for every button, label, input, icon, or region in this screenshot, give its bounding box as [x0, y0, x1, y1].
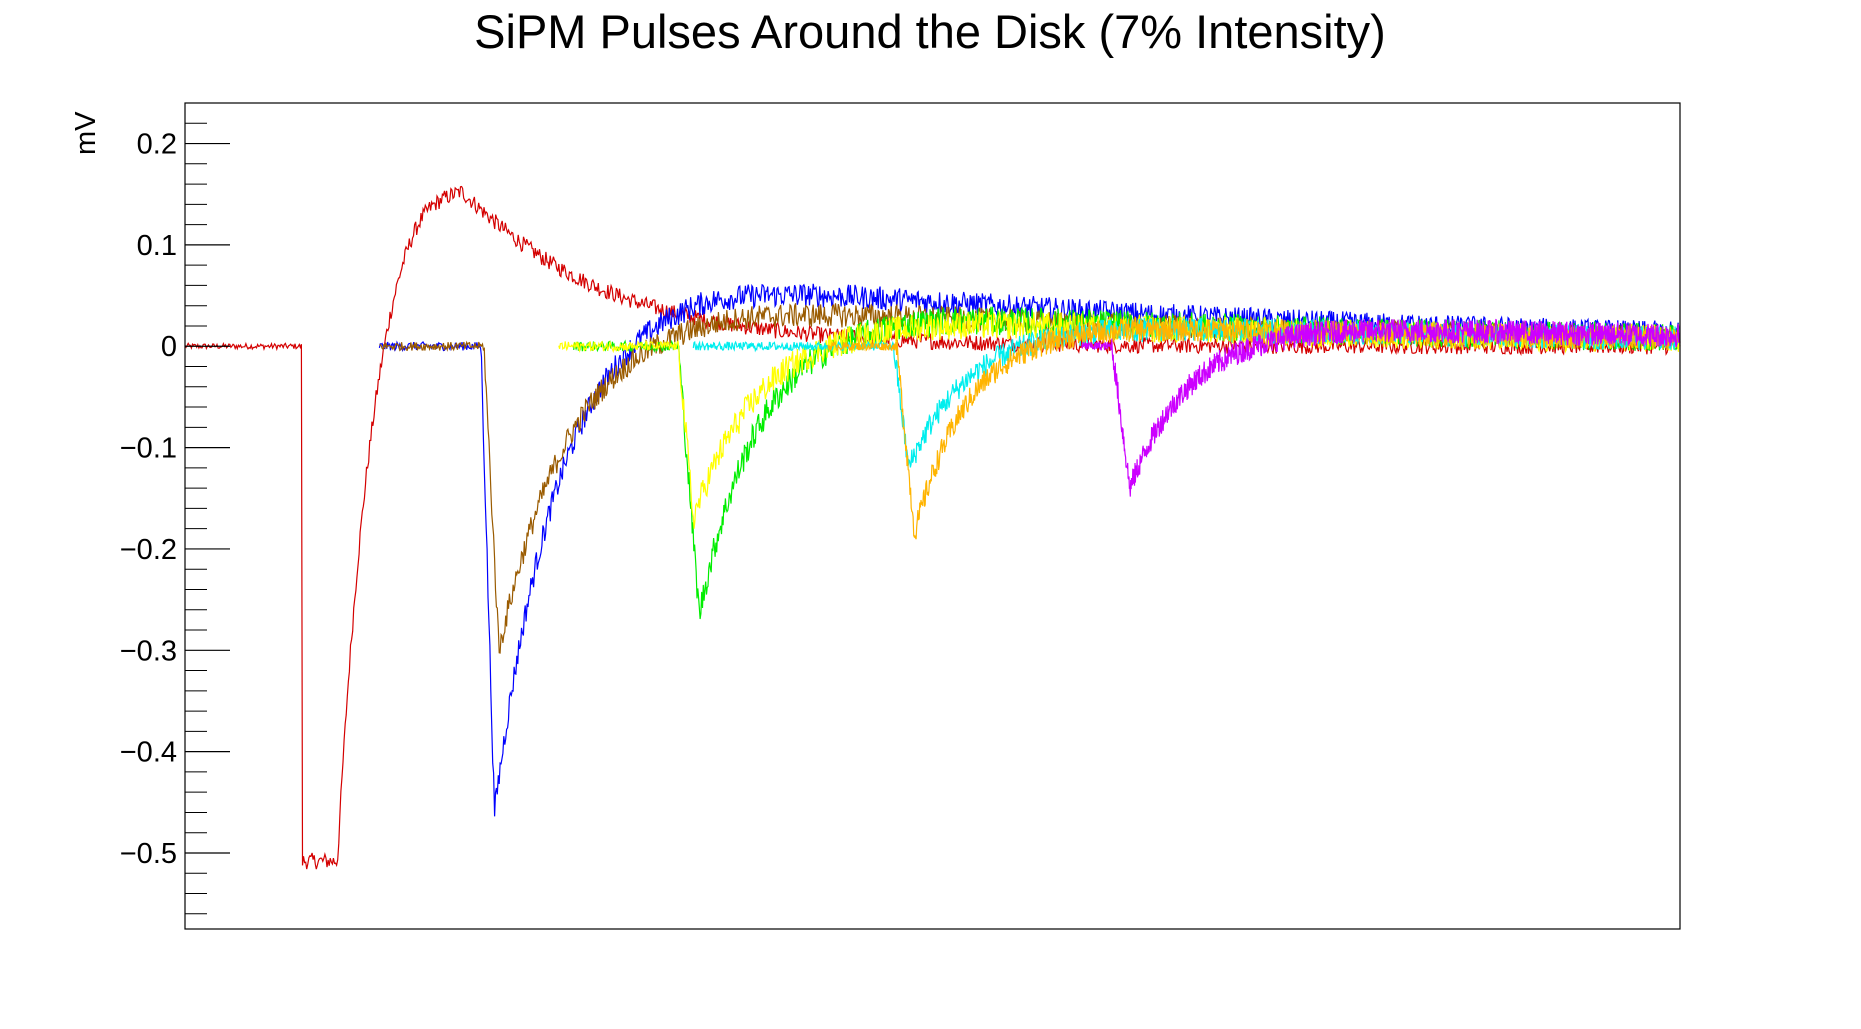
- y-tick-label: 0.2: [137, 129, 177, 161]
- y-tick-label: −0.4: [120, 737, 177, 769]
- y-tick-label: −0.1: [120, 433, 177, 465]
- y-tick-label: 0.1: [137, 230, 177, 262]
- y-tick-label: −0.5: [120, 838, 177, 870]
- series-trace-7: [1081, 318, 1681, 497]
- y-axis-label: mV: [70, 111, 102, 155]
- series-trace-2: [379, 303, 1681, 654]
- y-tick-label: −0.2: [120, 534, 177, 566]
- series-trace-1: [378, 283, 1681, 817]
- y-axis: 0.2 0.1 0 −0.1 −0.2 −0.3 −0.4 −0.5: [120, 102, 230, 915]
- chart-title: SiPM Pulses Around the Disk (7% Intensit…: [474, 5, 1386, 58]
- trace-group: [184, 185, 1681, 870]
- y-tick-label: −0.3: [120, 635, 177, 667]
- series-trace-0: [184, 185, 1681, 870]
- series-trace-3: [573, 306, 1681, 620]
- plot-frame: [184, 102, 1681, 930]
- y-tick-label: 0: [161, 331, 177, 363]
